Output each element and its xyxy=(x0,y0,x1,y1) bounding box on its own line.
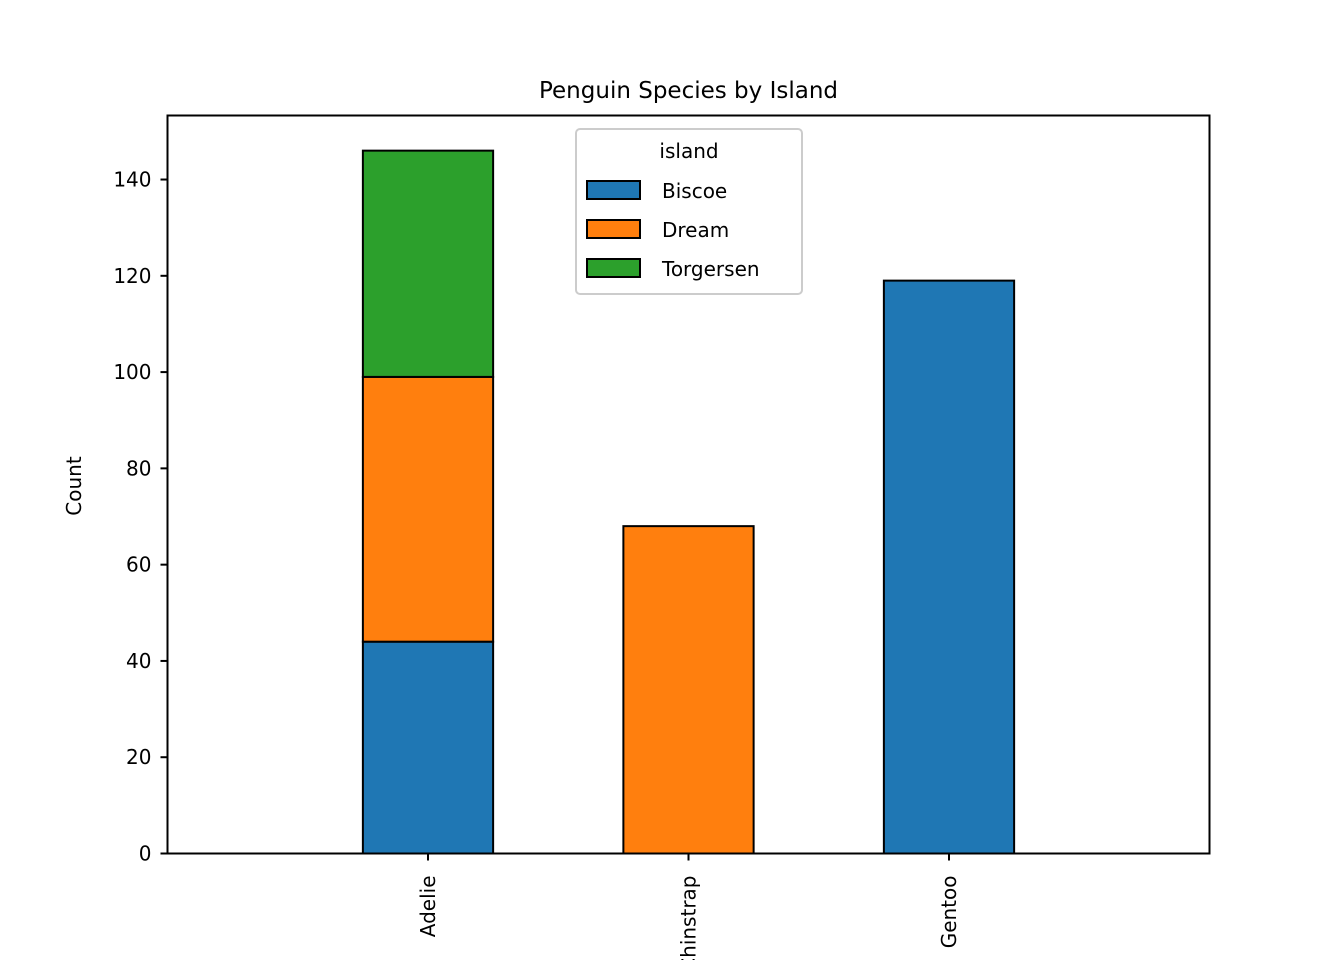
legend-swatch-torgersen xyxy=(586,258,641,278)
bar-adelie-torgersen xyxy=(361,149,495,378)
plot-frame xyxy=(166,114,1211,855)
y-tick-label: 20 xyxy=(126,745,151,769)
y-axis: 0 20 40 60 80 100 120 140 xyxy=(113,168,168,866)
y-tick-label: 140 xyxy=(113,168,151,192)
legend-box xyxy=(575,128,803,295)
bar-adelie-dream xyxy=(361,375,495,643)
bar-adelie-biscoe xyxy=(361,640,495,855)
legend-label-torgersen: Torgersen xyxy=(661,257,760,281)
legend-label-biscoe: Biscoe xyxy=(662,179,727,203)
y-axis-label: Count xyxy=(62,456,86,516)
y-tick-label: 0 xyxy=(139,842,152,866)
legend: island Biscoe Dream Torgersen xyxy=(575,128,803,295)
x-axis: Adelie Chinstrap Gentoo xyxy=(416,853,961,960)
y-tick-label: 100 xyxy=(113,360,151,384)
y-tick-label: 40 xyxy=(126,649,151,673)
x-tick-label: Adelie xyxy=(416,876,440,938)
x-tick-label: Chinstrap xyxy=(677,876,701,960)
y-tick-label: 120 xyxy=(113,264,151,288)
legend-title: island xyxy=(659,139,718,163)
y-tick-label: 60 xyxy=(126,553,151,577)
y-tick-label: 80 xyxy=(126,456,151,480)
bar-chinstrap-dream xyxy=(622,525,755,855)
legend-swatch-biscoe xyxy=(586,180,641,200)
x-tick-label: Gentoo xyxy=(937,876,961,949)
chart-title: Penguin Species by Island xyxy=(539,78,838,104)
bar-gentoo-biscoe xyxy=(882,279,1016,855)
legend-swatch-dream xyxy=(586,219,641,239)
bars-group xyxy=(361,149,1016,855)
legend-label-dream: Dream xyxy=(662,218,729,242)
